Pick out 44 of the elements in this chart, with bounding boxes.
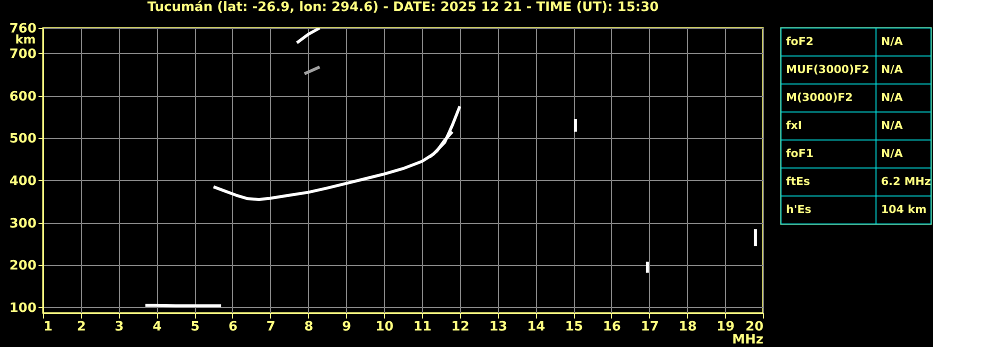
text: foF1 bbox=[786, 147, 814, 160]
x-axis-title: MHz bbox=[732, 332, 764, 348]
y-tick-label: 400 bbox=[9, 174, 36, 189]
x-tick-label: 20 bbox=[745, 320, 764, 334]
y-tick-label: 300 bbox=[9, 216, 36, 232]
x-tick-label: 7 bbox=[266, 320, 276, 334]
y-tick-label: 100 bbox=[9, 300, 36, 316]
text: N/A bbox=[881, 91, 904, 104]
x-tick-label: 10 bbox=[376, 320, 394, 334]
x-tick-label: 2 bbox=[76, 320, 86, 334]
y-tick-label: 500 bbox=[9, 132, 36, 147]
text: N/A bbox=[881, 63, 904, 76]
text: 104 km bbox=[881, 203, 927, 216]
x-tick-label: 18 bbox=[678, 320, 697, 334]
y-tick-label: 200 bbox=[9, 258, 36, 274]
x-tick-label: 19 bbox=[716, 320, 735, 334]
y-tick-label: 600 bbox=[9, 89, 36, 104]
text: 6.2 MHz bbox=[881, 175, 931, 188]
x-tick-label: 12 bbox=[451, 320, 470, 334]
x-tick-label: 15 bbox=[564, 320, 584, 334]
text: h'Es bbox=[786, 203, 812, 216]
x-tick-label: 3 bbox=[114, 320, 124, 334]
text: M(3000)F2 bbox=[786, 91, 853, 104]
text: fxI bbox=[786, 119, 802, 132]
x-tick-label: 4 bbox=[152, 320, 162, 334]
x-tick-label: 5 bbox=[190, 320, 200, 334]
chart-title: Tucumán (lat: -26.9, lon: 294.6) - DATE: 2025 12 21 - TIME (UT): 15:30 bbox=[147, 0, 659, 15]
text: MUF(3000)F2 bbox=[786, 63, 870, 76]
text: ftEs bbox=[786, 175, 811, 188]
x-tick-label: 8 bbox=[304, 320, 314, 334]
x-tick-label: 6 bbox=[228, 320, 238, 334]
text: N/A bbox=[881, 119, 904, 132]
x-tick-label: 17 bbox=[640, 320, 659, 334]
x-tick-label: 9 bbox=[342, 320, 352, 334]
y-tick-label: 700 bbox=[9, 46, 36, 62]
x-tick-label: 16 bbox=[602, 320, 621, 334]
x-tick-label: 13 bbox=[489, 320, 508, 334]
text: N/A bbox=[881, 147, 904, 160]
text: N/A bbox=[881, 35, 904, 48]
x-tick-label: 1 bbox=[44, 320, 53, 334]
text: foF2 bbox=[786, 35, 814, 48]
x-tick-label: 11 bbox=[413, 320, 432, 334]
y-axis-title: km bbox=[15, 32, 36, 46]
x-tick-label: 14 bbox=[527, 320, 546, 334]
